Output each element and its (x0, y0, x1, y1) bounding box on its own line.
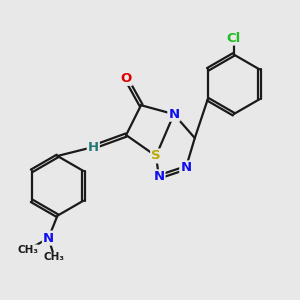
Text: N: N (168, 108, 179, 121)
Text: N: N (43, 232, 54, 244)
Text: CH₃: CH₃ (17, 245, 38, 255)
Text: O: O (121, 72, 132, 85)
Text: N: N (180, 161, 191, 174)
Text: H: H (88, 140, 99, 154)
Text: Cl: Cl (226, 32, 241, 44)
Text: S: S (151, 149, 161, 163)
Text: CH₃: CH₃ (44, 253, 65, 262)
Text: N: N (153, 170, 164, 183)
